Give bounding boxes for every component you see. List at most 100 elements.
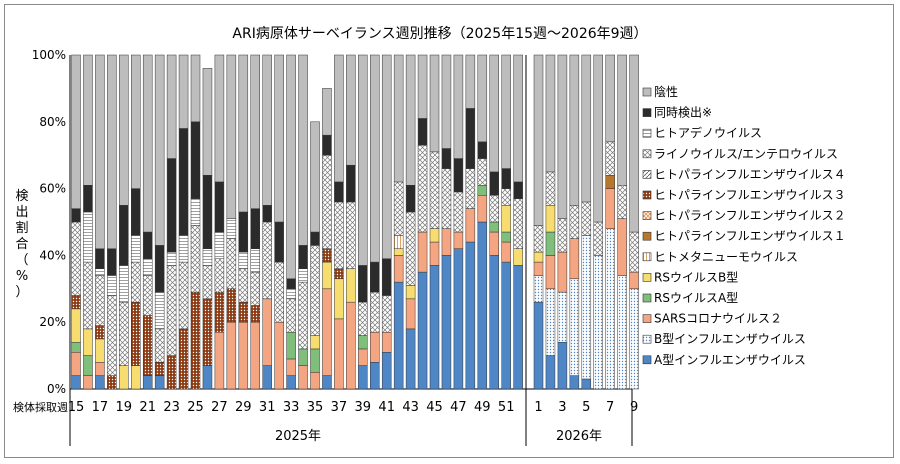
bar-segment — [429, 241, 440, 266]
legend-label: 陰性 — [654, 85, 678, 99]
bar-segment — [298, 245, 308, 270]
legend-swatch — [642, 273, 652, 282]
bar-segment — [465, 168, 476, 209]
bar-segment — [178, 328, 189, 390]
bar-segment — [298, 348, 308, 366]
bar-segment — [202, 174, 213, 249]
legend-swatch — [642, 334, 652, 344]
bar-segment — [617, 218, 627, 276]
bar-segment — [262, 298, 272, 366]
bar-segment — [119, 265, 129, 303]
bar-segment — [605, 141, 615, 176]
bar-segment — [107, 295, 117, 376]
bar-segment — [202, 248, 213, 266]
bar-segment — [593, 54, 603, 223]
y-axis-label-char: 検 — [15, 189, 28, 204]
bar-segment — [334, 318, 344, 390]
bar-segment — [581, 378, 592, 390]
bar-segment — [238, 251, 249, 270]
bar-segment — [557, 291, 568, 343]
bar-segment — [274, 261, 284, 323]
y-tick-label: 40% — [39, 248, 66, 262]
bar-segment — [262, 221, 272, 300]
bar-segment — [501, 261, 511, 390]
legend-swatch — [642, 87, 652, 97]
bar-segment — [581, 54, 592, 203]
x-tick-label: 9 — [630, 400, 638, 415]
group-label-2025: 2025年 — [275, 429, 321, 444]
bar-segment — [346, 268, 356, 303]
legend-swatch — [642, 355, 652, 365]
x-tick-label: 37 — [331, 400, 348, 415]
bar-segment — [513, 54, 523, 183]
bar-segment — [358, 348, 368, 366]
bar-segment — [274, 221, 284, 263]
bar-segment — [71, 352, 81, 376]
bar-segment — [557, 218, 568, 253]
x-tick-label: 7 — [606, 400, 614, 415]
bar-segment — [190, 225, 201, 293]
bar-segment — [322, 88, 332, 136]
bar-segment — [533, 261, 544, 276]
bar-segment — [393, 235, 404, 249]
bar-segment — [71, 375, 81, 390]
bar-segment — [569, 205, 580, 239]
bar-segment — [370, 54, 380, 263]
legend-swatch — [642, 314, 652, 323]
group-label-2026: 2026年 — [556, 429, 602, 444]
bar-segment — [322, 154, 332, 249]
bar-segment — [381, 295, 392, 333]
x-tick-label: 35 — [307, 400, 324, 415]
y-tick-label: 0% — [47, 382, 66, 396]
bar-segment — [489, 54, 499, 173]
bar-segment — [238, 321, 249, 390]
bar-segment — [310, 231, 320, 246]
bar-segment — [617, 54, 627, 186]
bar-segment — [334, 201, 344, 270]
bar-segment — [154, 328, 165, 363]
bar-segment — [310, 245, 320, 336]
bar-segment — [166, 54, 177, 159]
bar-segment — [334, 54, 344, 183]
y-tick-label: 80% — [39, 115, 66, 129]
bar-segment — [286, 331, 296, 360]
bar-segment — [370, 362, 380, 390]
bar-segment — [393, 255, 404, 283]
x-tick-label: 1 — [534, 400, 542, 415]
legend-swatch — [642, 128, 652, 138]
bar-segment — [489, 221, 499, 233]
legend-label: ライノウイルス/エンテロウイルス — [654, 147, 838, 161]
bar-segment — [119, 365, 129, 390]
legend-label: ヒトパラインフルエンザウイルス３ — [654, 188, 846, 202]
bar-segment — [629, 271, 639, 290]
bar-segment — [501, 168, 511, 189]
x-tick-label: 15 — [68, 400, 85, 415]
bar-segment — [226, 238, 237, 290]
bar-segment — [569, 278, 580, 376]
legend-swatch — [642, 190, 652, 200]
bar-segment — [226, 218, 237, 239]
bar-segment — [250, 248, 260, 273]
x-tick-label: 51 — [498, 400, 515, 415]
bar-segment — [489, 231, 499, 256]
bar-segment — [513, 265, 523, 390]
bar-segment — [250, 305, 260, 323]
bar-segment — [298, 54, 308, 246]
bar-segment — [71, 295, 81, 310]
bar-segment — [465, 54, 476, 109]
bar-segment — [581, 201, 592, 236]
bar-segment — [453, 158, 464, 193]
bar-segment — [334, 268, 344, 280]
bar-segment — [166, 355, 177, 390]
bar-segment — [71, 308, 81, 343]
bar-segment — [214, 258, 225, 293]
bar-segment — [477, 221, 488, 390]
bar-segment — [166, 158, 177, 253]
bar-segment — [310, 121, 320, 233]
bar-segment — [107, 275, 117, 296]
x-tick-label: 49 — [474, 400, 491, 415]
y-tick-label: 20% — [39, 315, 66, 329]
x-tick-label: 41 — [378, 400, 395, 415]
bar-segment — [166, 265, 177, 356]
